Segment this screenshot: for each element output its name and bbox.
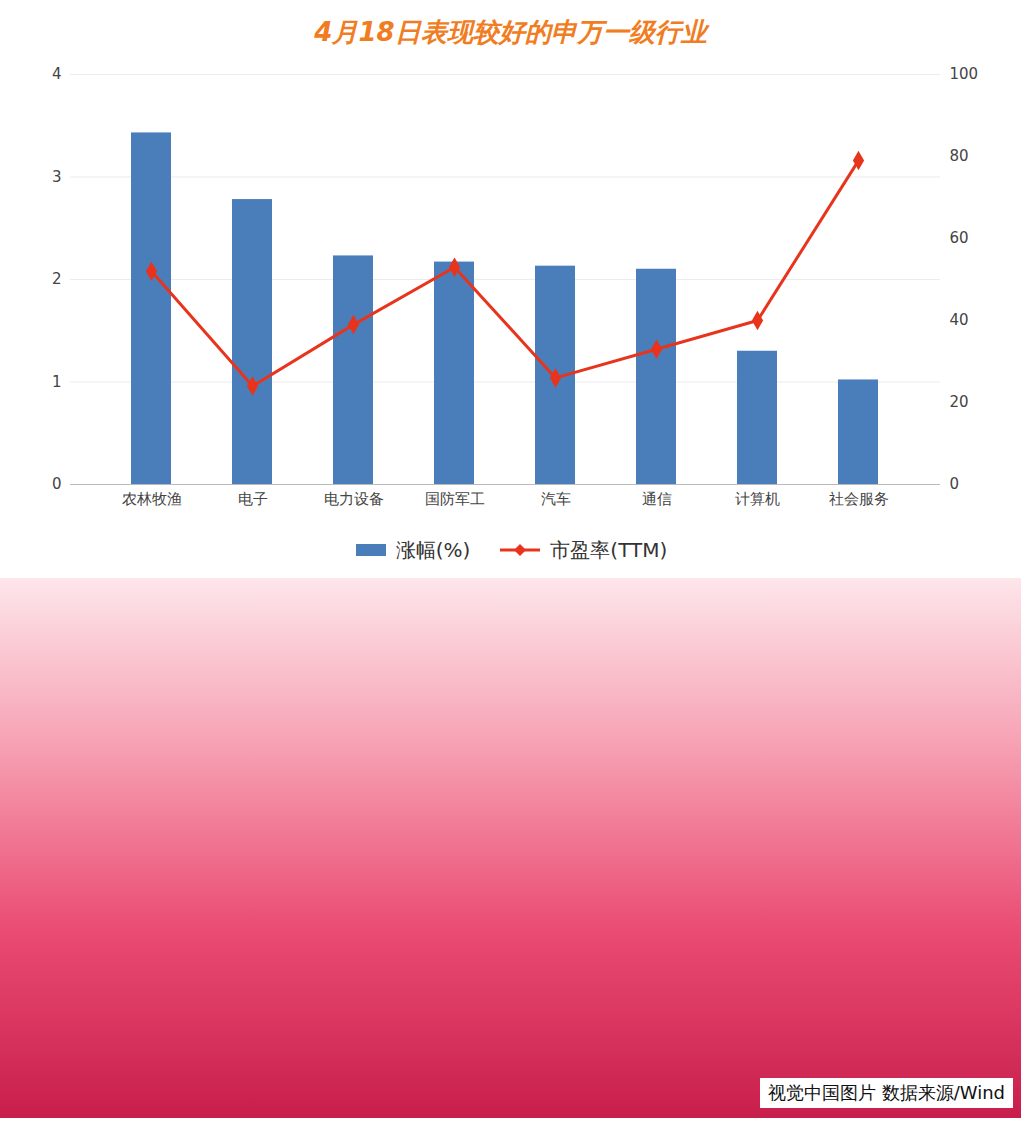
- svg-text:4: 4: [52, 65, 62, 83]
- svg-text:电子: 电子: [238, 490, 268, 508]
- svg-text:100: 100: [950, 65, 979, 83]
- svg-text:3: 3: [52, 168, 62, 186]
- html-text:4月18日表现较好的申万一级行业: 4月18日表现较好的申万一级行业: [314, 17, 707, 47]
- svg-text:80: 80: [950, 147, 969, 165]
- svg-text:1: 1: [52, 373, 62, 391]
- svg-text:社会服务: 社会服务: [829, 490, 889, 508]
- svg-text:2: 2: [52, 270, 62, 288]
- svg-text:0: 0: [950, 475, 960, 493]
- svg-text:农林牧渔: 农林牧渔: [122, 490, 182, 508]
- html-text:涨幅(%): 涨幅(%): [395, 537, 471, 562]
- svg-text:20: 20: [950, 393, 969, 411]
- svg-text:计算机: 计算机: [735, 490, 780, 508]
- svg-text:电力设备: 电力设备: [324, 490, 384, 508]
- svg-text:0: 0: [52, 475, 62, 493]
- html-text:市盈率(TTM): 市盈率(TTM): [550, 537, 668, 562]
- svg-text:汽车: 汽车: [541, 490, 571, 508]
- svg-text:通信: 通信: [642, 490, 672, 508]
- svg-text:国防军工: 国防军工: [425, 490, 485, 508]
- html-text:视觉中国图片 数据来源/Wind: 视觉中国图片 数据来源/Wind: [768, 1082, 1005, 1103]
- svg-text:40: 40: [950, 311, 969, 329]
- svg-text:60: 60: [950, 229, 969, 247]
